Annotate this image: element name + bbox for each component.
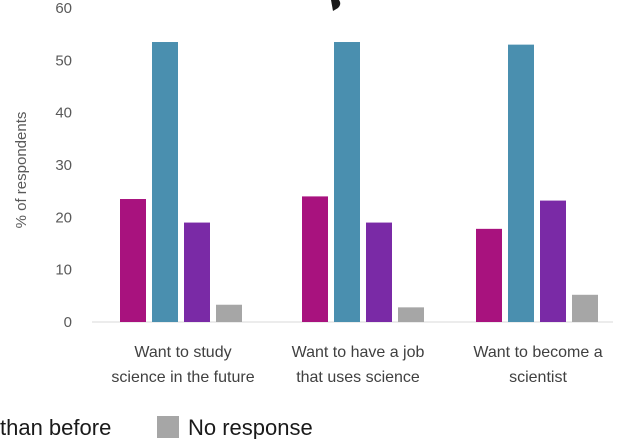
y-tick-label: 50 — [55, 52, 72, 69]
bar-series-3-category-2 — [366, 222, 392, 322]
y-tick-label: 20 — [55, 209, 72, 226]
bar-series-2-category-1 — [152, 42, 178, 323]
x-category-label: Want to become a — [473, 344, 602, 361]
y-tick-label: 30 — [55, 157, 72, 174]
y-axis-title: % of respondents — [13, 112, 30, 229]
legend-label-no-response: No response — [188, 415, 313, 439]
x-category-label: science in the future — [111, 369, 254, 386]
bar-series-2-category-3 — [508, 44, 534, 323]
legend-swatch-no-response — [157, 416, 179, 438]
legend: than before No response — [0, 415, 313, 439]
bar-series-1-category-2 — [302, 196, 328, 322]
y-tick-label: 40 — [55, 105, 72, 122]
bar-series-1-category-3 — [476, 228, 502, 322]
y-tick-label: 0 — [64, 314, 72, 331]
bar-series-4-category-1 — [216, 304, 242, 322]
bar-series-1-category-1 — [120, 199, 146, 322]
y-tick-label: 10 — [55, 262, 72, 279]
bar-series-4-category-2 — [398, 307, 424, 322]
x-category-label: that uses science — [296, 369, 420, 386]
cropped-title-glyph — [331, 0, 341, 11]
y-tick-label: 60 — [55, 0, 72, 17]
x-category-label: Want to have a job — [292, 344, 425, 361]
x-category-label: scientist — [509, 369, 567, 386]
bar-series-4-category-3 — [572, 294, 598, 322]
x-category-label: Want to study — [134, 344, 231, 361]
legend-partial-text: than before — [0, 415, 111, 439]
bar-series-2-category-2 — [334, 42, 360, 323]
bar-series-3-category-1 — [184, 222, 210, 322]
bar-series-3-category-3 — [540, 200, 566, 322]
